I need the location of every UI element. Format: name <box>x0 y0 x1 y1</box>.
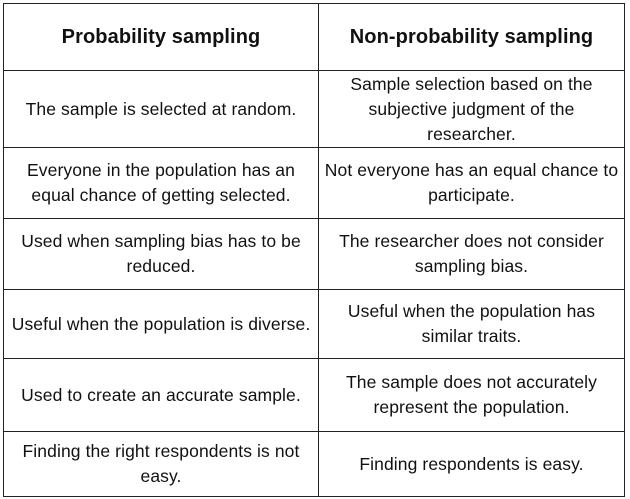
non-probability-cell: The sample does not accurately represent… <box>318 358 625 432</box>
table-row: Used when sampling bias has to be reduce… <box>3 218 625 290</box>
table-row: Finding the right respondents is not eas… <box>3 431 625 497</box>
probability-cell: Everyone in the population has an equal … <box>3 147 319 219</box>
table-row: Everyone in the population has an equal … <box>3 147 625 219</box>
header-non-probability-sampling: Non-probability sampling <box>318 3 625 71</box>
table-row: Used to create an accurate sample. The s… <box>3 358 625 432</box>
probability-cell: Useful when the population is diverse. <box>3 289 319 359</box>
non-probability-cell: Finding respondents is easy. <box>318 431 625 497</box>
header-probability-sampling: Probability sampling <box>3 3 319 71</box>
probability-cell: The sample is selected at random. <box>3 70 319 148</box>
non-probability-cell: Sample selection based on the subjective… <box>318 70 625 148</box>
probability-cell: Finding the right respondents is not eas… <box>3 431 319 497</box>
comparison-table-container: Probability sampling Non-probability sam… <box>3 3 625 497</box>
table-row: The sample is selected at random. Sample… <box>3 70 625 148</box>
comparison-table: Probability sampling Non-probability sam… <box>3 3 625 497</box>
non-probability-cell: The researcher does not consider samplin… <box>318 218 625 290</box>
probability-cell: Used when sampling bias has to be reduce… <box>3 218 319 290</box>
table-row: Useful when the population is diverse. U… <box>3 289 625 359</box>
non-probability-cell: Useful when the population has similar t… <box>318 289 625 359</box>
probability-cell: Used to create an accurate sample. <box>3 358 319 432</box>
non-probability-cell: Not everyone has an equal chance to part… <box>318 147 625 219</box>
table-header-row: Probability sampling Non-probability sam… <box>3 3 625 71</box>
